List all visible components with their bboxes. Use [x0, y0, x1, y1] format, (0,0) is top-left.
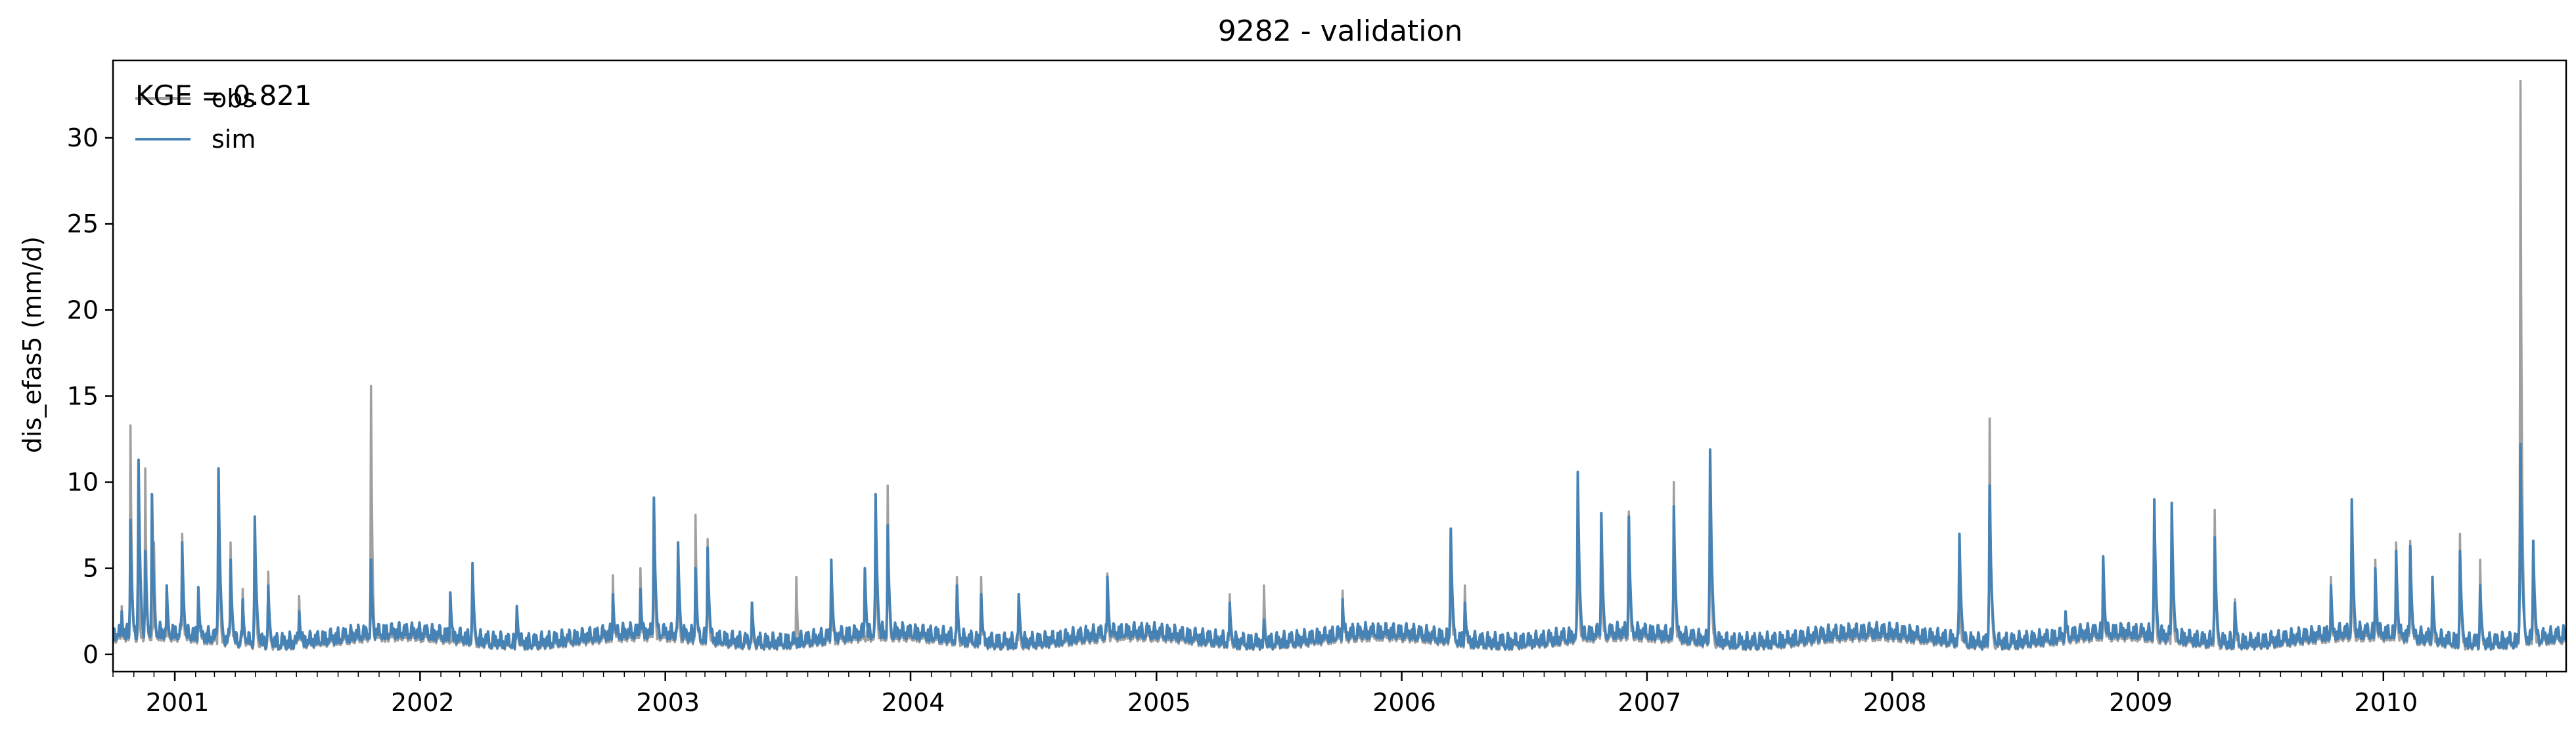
- y-tick-label: 20: [67, 295, 99, 324]
- y-tick-label: 30: [67, 123, 99, 152]
- x-tick-label: 2001: [146, 688, 210, 717]
- x-tick-label: 2006: [1372, 688, 1436, 717]
- legend-obs-label: obs: [212, 84, 256, 113]
- y-tick-label: 15: [67, 381, 99, 410]
- series-layer: [113, 79, 2566, 651]
- y-tick-label: 0: [83, 640, 99, 669]
- series-obs-line: [113, 79, 2566, 651]
- y-tick-label: 25: [67, 209, 99, 238]
- x-tick-label: 2008: [1863, 688, 1927, 717]
- x-tick-label: 2009: [2109, 688, 2173, 717]
- x-tick-label: 2005: [1127, 688, 1191, 717]
- y-axis: 0 5 10 15 20 25 30: [67, 123, 113, 669]
- x-tick-label: 2003: [636, 688, 700, 717]
- x-axis: 2001 2002 2003 2004 2005 2006 2007 2008 2009 2010: [112, 672, 2548, 717]
- y-tick-label: 5: [83, 554, 99, 583]
- chart-title: 9282 - validation: [1218, 14, 1462, 48]
- y-axis-label: dis_efas5 (mm/d): [18, 236, 47, 453]
- plot-frame: [112, 59, 2567, 673]
- series-sim-line: [113, 443, 2566, 651]
- x-tick-label: 2007: [1618, 688, 1682, 717]
- x-tick-label: 2010: [2354, 688, 2418, 717]
- kge-annotation: KGE = 0.821: [135, 79, 312, 112]
- legend-sim-label: sim: [212, 125, 256, 154]
- y-tick-label: 10: [67, 468, 99, 497]
- x-tick-label: 2002: [391, 688, 455, 717]
- legend: obs sim: [135, 84, 256, 154]
- x-tick-label: 2004: [882, 688, 945, 717]
